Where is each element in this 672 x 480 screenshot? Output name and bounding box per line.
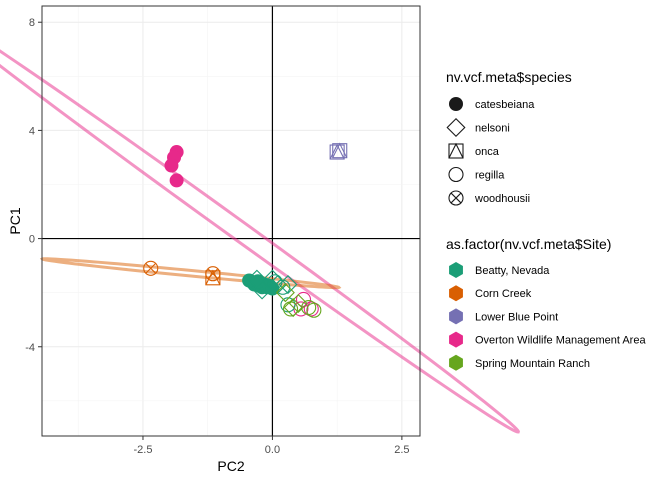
legend-key-woodhousii bbox=[448, 190, 464, 206]
legend-key-site bbox=[449, 308, 463, 325]
legend-label-onca: onca bbox=[475, 146, 500, 158]
legend-key-site bbox=[449, 285, 463, 302]
y-tick-label: 4 bbox=[29, 125, 35, 137]
legend-key-site bbox=[449, 262, 463, 278]
x-axis-title: PC2 bbox=[217, 458, 244, 474]
x-tick-label: 2.5 bbox=[394, 444, 409, 456]
site-legend-title: as.factor(nv.vcf.meta$Site) bbox=[446, 236, 611, 252]
plot-panel bbox=[42, 6, 420, 436]
species-legend-title: nv.vcf.meta$species bbox=[446, 69, 572, 85]
data-point-woodhousii bbox=[143, 260, 159, 276]
legend-key-site bbox=[449, 331, 463, 348]
data-point-nelsoni bbox=[252, 280, 272, 300]
legend-label-site: Beatty, Nevada bbox=[475, 265, 550, 277]
legend-label-woodhousii: woodhousii bbox=[474, 193, 530, 205]
y-tick-label: -4 bbox=[25, 342, 35, 354]
legend-label-regilla: regilla bbox=[475, 170, 505, 182]
legend-key-nelsoni bbox=[446, 117, 466, 138]
plot-border bbox=[41, 5, 421, 437]
legend-label-site: Overton Wildlife Management Area bbox=[475, 335, 646, 347]
data-point-regilla bbox=[267, 274, 283, 290]
legend-key-regilla bbox=[448, 166, 464, 183]
data-point-nelsoni bbox=[275, 283, 295, 303]
y-axis-title: PC1 bbox=[7, 207, 23, 234]
data-point-regilla bbox=[303, 301, 319, 317]
legend-label-nelsoni: nelsoni bbox=[475, 123, 510, 135]
legend-label-site: Corn Creek bbox=[475, 288, 532, 300]
y-tick-label: 8 bbox=[29, 17, 35, 29]
legend-key-site bbox=[449, 354, 463, 371]
legend-label-site: Lower Blue Point bbox=[475, 311, 558, 323]
data-point-nelsoni bbox=[247, 269, 267, 289]
data-point-catesbeiana bbox=[169, 173, 184, 188]
data-point-catesbeiana bbox=[164, 158, 179, 173]
data-point-nelsoni bbox=[283, 298, 303, 318]
y-tick-label: 0 bbox=[29, 234, 35, 246]
data-point-regilla bbox=[275, 279, 291, 295]
legend-label-catesbeiana: catesbeiana bbox=[475, 99, 535, 111]
confidence-ellipse bbox=[0, 49, 520, 434]
x-tick-label: 0.0 bbox=[265, 444, 280, 456]
legend-label-site: Spring Mountain Ranch bbox=[475, 358, 590, 370]
data-point-nelsoni bbox=[288, 293, 308, 314]
data-point-onca bbox=[205, 269, 221, 286]
legend-key-catesbeiana bbox=[449, 97, 463, 111]
x-tick-label: -2.5 bbox=[133, 444, 152, 456]
data-point-onca bbox=[332, 142, 348, 159]
legend-key-onca bbox=[448, 142, 464, 159]
